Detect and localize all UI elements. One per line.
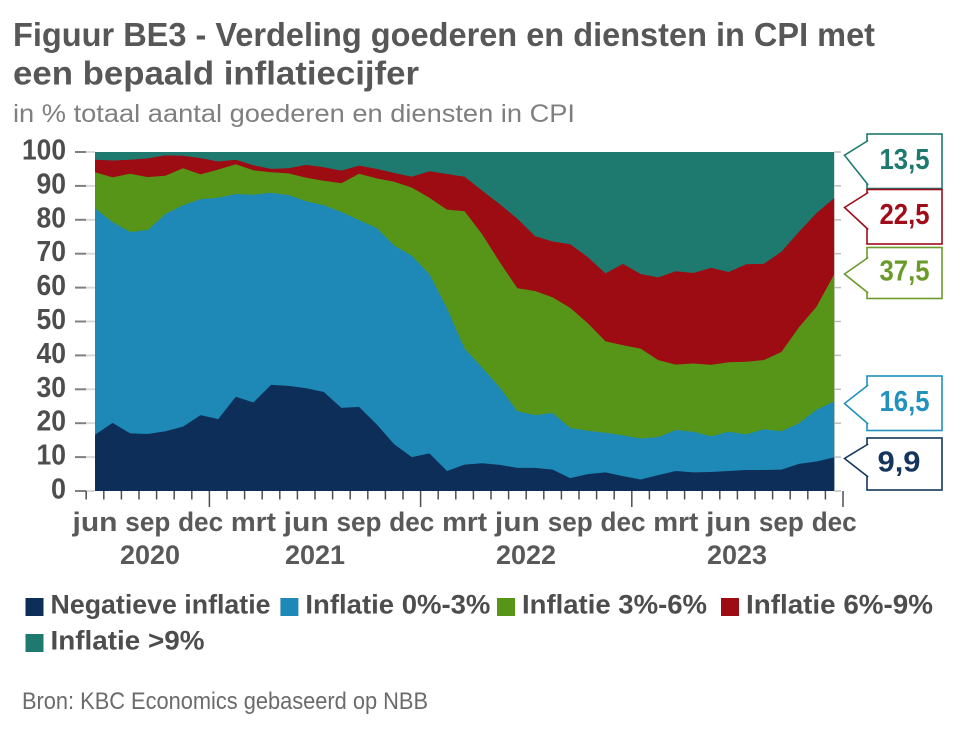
svg-text:Bron: KBC Economics gebaseerd: Bron: KBC Economics gebaseerd op NBB <box>22 688 428 715</box>
svg-text:2020: 2020 <box>120 540 180 570</box>
svg-text:dec: dec <box>178 507 223 537</box>
svg-text:50: 50 <box>37 304 67 336</box>
svg-text:dec: dec <box>389 507 434 537</box>
svg-text:60: 60 <box>37 270 67 302</box>
svg-text:2023: 2023 <box>707 540 767 570</box>
svg-text:jun: jun <box>705 507 751 537</box>
svg-text:Inflatie 6%-9%: Inflatie 6%-9% <box>746 590 933 620</box>
svg-text:80: 80 <box>37 202 67 234</box>
svg-text:100: 100 <box>22 135 66 167</box>
svg-text:mrt: mrt <box>653 507 698 537</box>
svg-text:0: 0 <box>51 474 66 506</box>
svg-text:40: 40 <box>37 338 67 370</box>
svg-text:in % totaal aantal goederen en: in % totaal aantal goederen en diensten … <box>13 100 575 128</box>
svg-text:90: 90 <box>37 168 67 200</box>
svg-text:37,5: 37,5 <box>880 256 930 288</box>
svg-text:Inflatie 3%-6%: Inflatie 3%-6% <box>522 590 707 620</box>
svg-text:16,5: 16,5 <box>880 386 930 418</box>
svg-text:10: 10 <box>37 440 67 472</box>
svg-text:sep: sep <box>548 507 593 537</box>
svg-text:Inflatie >9%: Inflatie >9% <box>51 626 205 656</box>
svg-text:22,5: 22,5 <box>880 199 930 231</box>
svg-text:jun: jun <box>283 507 329 537</box>
svg-text:sep: sep <box>759 507 804 537</box>
svg-text:9,9: 9,9 <box>878 447 921 479</box>
svg-text:2022: 2022 <box>496 540 556 570</box>
svg-text:dec: dec <box>601 507 646 537</box>
svg-text:sep: sep <box>125 507 170 537</box>
svg-text:sep: sep <box>337 507 382 537</box>
svg-text:30: 30 <box>37 372 67 404</box>
svg-text:70: 70 <box>37 236 67 268</box>
svg-text:13,5: 13,5 <box>880 144 930 176</box>
svg-text:jun: jun <box>494 507 540 537</box>
svg-text:mrt: mrt <box>442 507 487 537</box>
svg-text:Inflatie 0%-3%: Inflatie 0%-3% <box>305 590 490 620</box>
svg-text:Negatieve inflatie: Negatieve inflatie <box>51 590 271 620</box>
svg-text:een bepaald inflatiecijfer: een bepaald inflatiecijfer <box>13 55 419 92</box>
svg-text:2021: 2021 <box>285 540 345 570</box>
svg-text:dec: dec <box>812 507 857 537</box>
svg-text:jun: jun <box>71 507 117 537</box>
svg-text:mrt: mrt <box>231 507 276 537</box>
svg-text:Figuur BE3 - Verdeling goedere: Figuur BE3 - Verdeling goederen en diens… <box>13 16 875 53</box>
svg-text:20: 20 <box>37 406 67 438</box>
